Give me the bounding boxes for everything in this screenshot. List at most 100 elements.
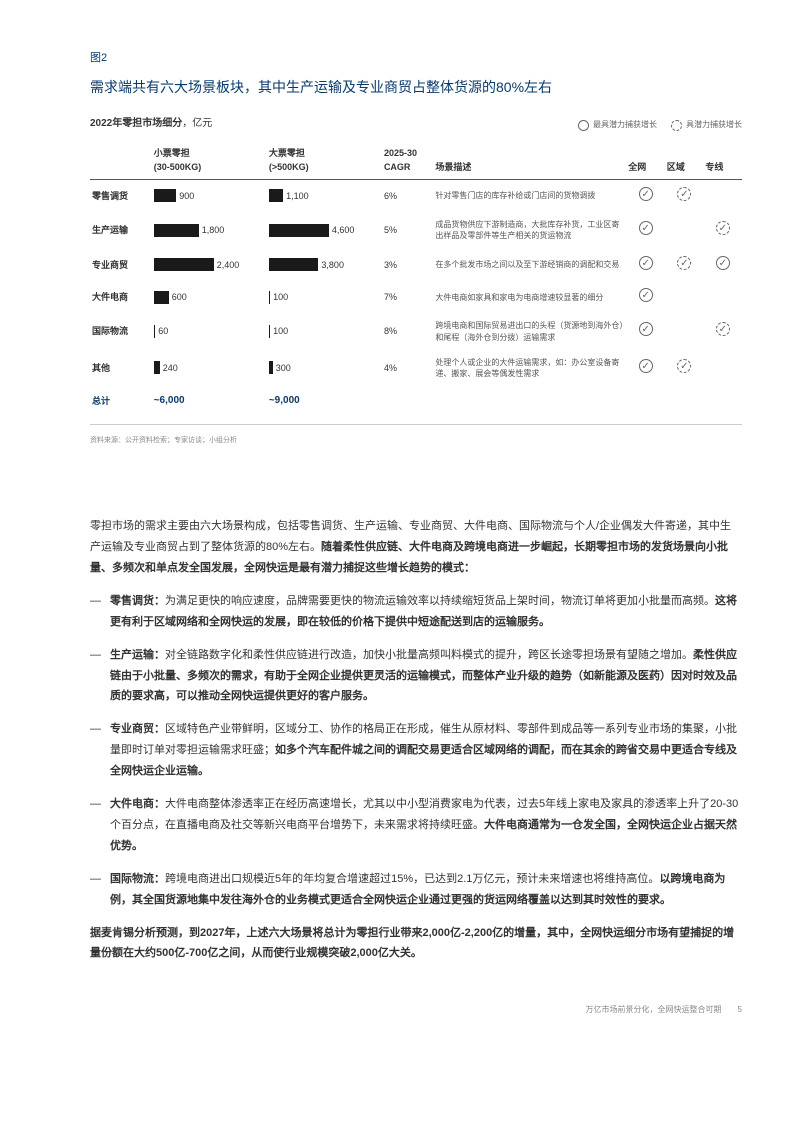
col-nation: 全网 (626, 142, 665, 179)
check-icon (639, 322, 653, 336)
check-icon (716, 322, 730, 336)
bullet-list: —零售调货：为满足更快的响应速度，品牌需要更快的物流运输效率以持续缩短货品上架时… (90, 591, 742, 911)
cagr-value: 4% (382, 350, 433, 386)
bullet-content: 零售调货：为满足更快的响应速度，品牌需要更快的物流运输效率以持续缩短货品上架时间… (110, 591, 742, 633)
row-label: 其他 (90, 350, 152, 386)
col-large: 大票零担 (>500KG) (267, 142, 382, 179)
bullet-item: —零售调货：为满足更快的响应速度，品牌需要更快的物流运输效率以持续缩短货品上架时… (90, 591, 742, 633)
row-label: 大件电商 (90, 281, 152, 313)
row-desc: 处理个人或企业的大件运输需求，如：办公室设备寄递、搬家、展会等偶发性需求 (433, 350, 626, 386)
check-nation (626, 313, 665, 349)
legend-highest-label: 最具潜力捕获增长 (593, 119, 657, 132)
bullet-dash: — (90, 645, 110, 708)
row-desc: 大件电商如家具和家电为电商增速较显著的细分 (433, 281, 626, 313)
table-row: 国际物流601008%跨境电商和国际贸易进出口的头程（货源地到海外仓）和尾程（海… (90, 313, 742, 349)
check-icon (677, 256, 691, 270)
check-icon (639, 288, 653, 302)
check-region (665, 281, 704, 313)
table-row: 其他2403004%处理个人或企业的大件运输需求，如：办公室设备寄递、搬家、展会… (90, 350, 742, 386)
check-icon (639, 221, 653, 235)
check-line (703, 313, 742, 349)
intro-paragraph: 零担市场的需求主要由六大场景构成，包括零售调货、生产运输、专业商贸、大件电商、国… (90, 516, 742, 579)
bullet-item: —大件电商：大件电商整体渗透率正在经历高速增长，尤其以中小型消费家电为代表，过去… (90, 794, 742, 857)
row-label: 专业商贸 (90, 249, 152, 281)
check-region (665, 249, 704, 281)
bullet-dash: — (90, 794, 110, 857)
source-note: 资料来源：公开资料检索；专家访谈；小组分析 (90, 435, 742, 446)
bullet-item: —国际物流：跨境电商进出口规模近5年的年均复合增速超过15%，已达到2.1万亿元… (90, 869, 742, 911)
total-label: 总计 (90, 386, 152, 416)
check-icon (639, 187, 653, 201)
bullet-item: —专业商贸：区域特色产业带鲜明，区域分工、协作的格局正在形成，催生从原材料、零部… (90, 719, 742, 782)
check-icon (639, 256, 653, 270)
bullet-content: 大件电商：大件电商整体渗透率正在经历高速增长，尤其以中小型消费家电为代表，过去5… (110, 794, 742, 857)
row-label: 零售调货 (90, 179, 152, 212)
table-row: 大件电商6001007%大件电商如家具和家电为电商增速较显著的细分 (90, 281, 742, 313)
table-row: 零售调货9001,1006%针对零售门店的库存补给或门店间的货物调拨 (90, 179, 742, 212)
bar-large: 1,100 (267, 179, 382, 212)
cagr-value: 8% (382, 313, 433, 349)
bar-large: 100 (267, 313, 382, 349)
bullet-dash: — (90, 591, 110, 633)
row-desc: 成品货物供应下游制造商，大批库存补货，工业区寄出样品及零部件等生产相关的货运物流 (433, 212, 626, 248)
check-nation (626, 179, 665, 212)
bar-large: 100 (267, 281, 382, 313)
check-icon (716, 256, 730, 270)
bullet-content: 生产运输：对全链路数字化和柔性供应链进行改造，加快小批量高频叫料模式的提升，跨区… (110, 645, 742, 708)
check-nation (626, 350, 665, 386)
row-desc: 针对零售门店的库存补给或门店间的货物调拨 (433, 179, 626, 212)
bullet-item: —生产运输：对全链路数字化和柔性供应链进行改造，加快小批量高频叫料模式的提升，跨… (90, 645, 742, 708)
subtitle-main: 2022年零担市场细分 (90, 118, 182, 129)
legend: 最具潜力捕获增长 具潜力捕获增长 (578, 119, 742, 132)
col-line: 专线 (703, 142, 742, 179)
check-line (703, 281, 742, 313)
cagr-value: 5% (382, 212, 433, 248)
col-desc: 场景描述 (433, 142, 626, 179)
check-icon (677, 359, 691, 373)
bullet-content: 专业商贸：区域特色产业带鲜明，区域分工、协作的格局正在形成，催生从原材料、零部件… (110, 719, 742, 782)
bar-small: 600 (152, 281, 267, 313)
row-label: 生产运输 (90, 212, 152, 248)
check-icon (716, 221, 730, 235)
table-row: 专业商贸2,4003,8003%在多个批发市场之间以及至下游经销商的调配和交易 (90, 249, 742, 281)
total-row: 总计~6,000~9,000 (90, 386, 742, 416)
bar-small: 2,400 (152, 249, 267, 281)
check-icon (639, 359, 653, 373)
conclusion-paragraph: 据麦肯锡分析预测，到2027年，上述六大场景将总计为零担行业带来2,000亿-2… (90, 923, 742, 965)
check-icon (677, 187, 691, 201)
body-text: 零担市场的需求主要由六大场景构成，包括零售调货、生产运输、专业商贸、大件电商、国… (90, 516, 742, 964)
circle-dashed-icon (671, 120, 682, 131)
chart-subtitle: 2022年零担市场细分，亿元 (90, 116, 212, 132)
bar-small: 900 (152, 179, 267, 212)
legend-potential-label: 具潜力捕获增长 (686, 119, 742, 132)
col-cagr: 2025-30 CAGR (382, 142, 433, 179)
bar-large: 300 (267, 350, 382, 386)
cagr-value: 6% (382, 179, 433, 212)
check-line (703, 179, 742, 212)
scenario-table: 小票零担 (30-500KG) 大票零担 (>500KG) 2025-30 CA… (90, 142, 742, 416)
bar-small: 240 (152, 350, 267, 386)
bar-large: 3,800 (267, 249, 382, 281)
circle-solid-icon (578, 120, 589, 131)
cagr-value: 7% (382, 281, 433, 313)
total-large: ~9,000 (267, 386, 382, 416)
check-nation (626, 249, 665, 281)
subtitle-unit: ，亿元 (182, 118, 212, 129)
check-line (703, 212, 742, 248)
check-region (665, 179, 704, 212)
row-desc: 在多个批发市场之间以及至下游经销商的调配和交易 (433, 249, 626, 281)
bar-large: 4,600 (267, 212, 382, 248)
bar-small: 1,800 (152, 212, 267, 248)
check-region (665, 212, 704, 248)
check-line (703, 350, 742, 386)
check-region (665, 350, 704, 386)
footer-doc-title: 万亿市场前景分化，全网快运整合可期 (586, 1004, 722, 1017)
figure-title: 需求端共有六大场景板块，其中生产运输及专业商贸占整体货源的80%左右 (90, 76, 742, 98)
row-label: 国际物流 (90, 313, 152, 349)
check-nation (626, 281, 665, 313)
cagr-value: 3% (382, 249, 433, 281)
bullet-dash: — (90, 719, 110, 782)
legend-potential: 具潜力捕获增长 (671, 119, 742, 132)
bar-small: 60 (152, 313, 267, 349)
total-small: ~6,000 (152, 386, 267, 416)
